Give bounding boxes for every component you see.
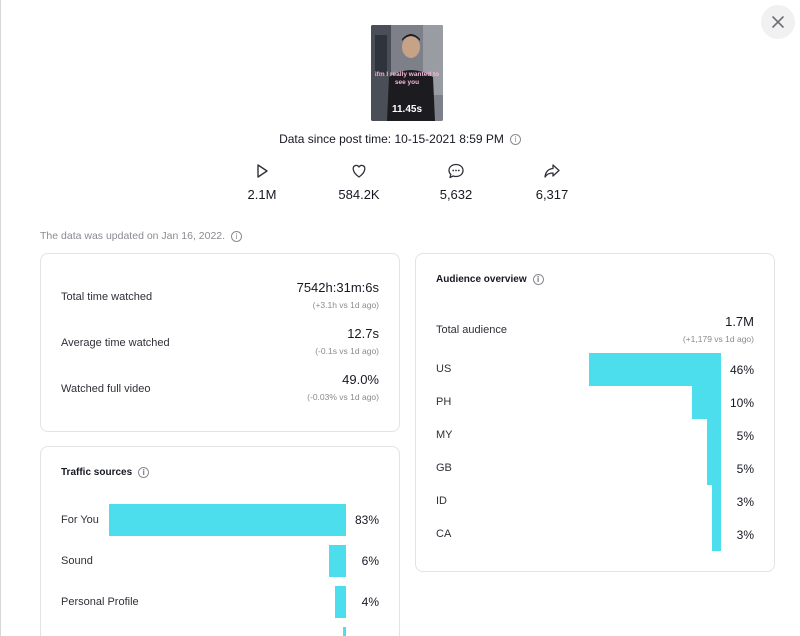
updated-note: The data was updated on Jan 16, 2022. i: [40, 230, 243, 242]
audience-overview-title: Audience overview i: [436, 274, 544, 285]
country-percent: 46%: [729, 363, 754, 377]
play-icon: [257, 164, 268, 178]
traffic-source-bar: [335, 586, 346, 618]
video-frame: [371, 25, 443, 121]
traffic-sources-title: Traffic sources i: [61, 467, 150, 478]
video-caption: ifm I really wanted to see you: [374, 71, 440, 86]
stat-comments: 5,632: [411, 162, 501, 202]
traffic-sources-card: Traffic sources i For You 83% Sound 6% Perso…: [40, 446, 400, 636]
metric-delta: (-0.1s vs 1d ago): [315, 346, 379, 356]
country-label: CA: [436, 528, 452, 540]
country-percent: 3%: [736, 495, 754, 509]
likes-count: 584.2K: [338, 187, 380, 202]
post-time: Data since post time: 10-15-2021 8:59 PM…: [0, 132, 800, 146]
info-icon[interactable]: i: [509, 133, 521, 145]
window-edge: [0, 0, 1, 636]
stat-views: 2.1M: [217, 162, 307, 202]
traffic-source-percent: 4%: [361, 595, 379, 609]
card-title-text: Audience overview: [436, 274, 527, 285]
video-duration: 11.45s: [391, 104, 423, 115]
country-label: MY: [436, 429, 453, 441]
country-bar: [589, 353, 721, 386]
info-icon[interactable]: i: [138, 467, 150, 478]
shares-count: 6,317: [535, 187, 569, 202]
watch-metrics-card: Total time watched 7542h:31m:6s (+3.1h v…: [40, 253, 400, 432]
close-button[interactable]: [761, 5, 795, 39]
country-label: ID: [436, 495, 447, 507]
heart-icon: [352, 164, 366, 178]
traffic-source-bar: [109, 504, 346, 536]
country-percent: 5%: [736, 462, 754, 476]
stat-shares: 6,317: [507, 162, 597, 202]
country-bar: [707, 452, 721, 485]
stat-likes: 584.2K: [314, 162, 404, 202]
metric-label: Total audience: [436, 324, 507, 336]
metric-value: 1.7M: [725, 314, 754, 329]
traffic-source-label: Sound: [61, 555, 93, 567]
card-title-text: Traffic sources: [61, 467, 133, 478]
country-percent: 3%: [736, 528, 754, 542]
traffic-source-label: Personal Profile: [61, 596, 139, 608]
post-time-label: Data since post time: 10-15-2021 8:59 PM: [279, 132, 504, 146]
metric-value: 12.7s: [347, 326, 379, 341]
country-bar: [707, 419, 721, 452]
comment-icon: [448, 163, 464, 179]
country-label: US: [436, 363, 452, 375]
country-label: GB: [436, 462, 452, 474]
country-label: PH: [436, 396, 452, 408]
metric-label: Average time watched: [61, 337, 170, 349]
comments-count: 5,632: [439, 187, 473, 202]
traffic-source-percent: 83%: [354, 513, 379, 527]
updated-note-text: The data was updated on Jan 16, 2022.: [40, 230, 226, 242]
traffic-source-percent: 6%: [361, 554, 379, 568]
video-thumbnail[interactable]: ifm I really wanted to see you 11.45s: [371, 25, 443, 121]
country-bar: [692, 386, 721, 419]
metric-delta: (+1,179 vs 1d ago): [682, 334, 754, 344]
metric-label: Total time watched: [61, 291, 153, 303]
traffic-source-bar: [343, 627, 346, 636]
metric-delta: (-0.03% vs 1d ago): [307, 392, 379, 402]
metric-delta: (+3.1h vs 1d ago): [312, 300, 379, 310]
traffic-source-label: For You: [61, 514, 99, 526]
audience-overview-card: Audience overview i Total audience 1.7M …: [415, 253, 775, 572]
close-icon: [772, 16, 784, 28]
traffic-source-bar: [329, 545, 346, 577]
info-icon[interactable]: i: [532, 274, 544, 285]
metric-label: Watched full video: [61, 383, 151, 395]
metric-value: 49.0%: [342, 372, 379, 387]
country-percent: 5%: [736, 429, 754, 443]
info-icon[interactable]: i: [231, 230, 243, 242]
share-icon: [544, 164, 560, 178]
views-count: 2.1M: [247, 187, 277, 202]
metric-value: 7542h:31m:6s: [296, 280, 379, 295]
country-bar: [712, 485, 721, 518]
country-bar: [712, 518, 721, 551]
country-percent: 10%: [729, 396, 754, 410]
